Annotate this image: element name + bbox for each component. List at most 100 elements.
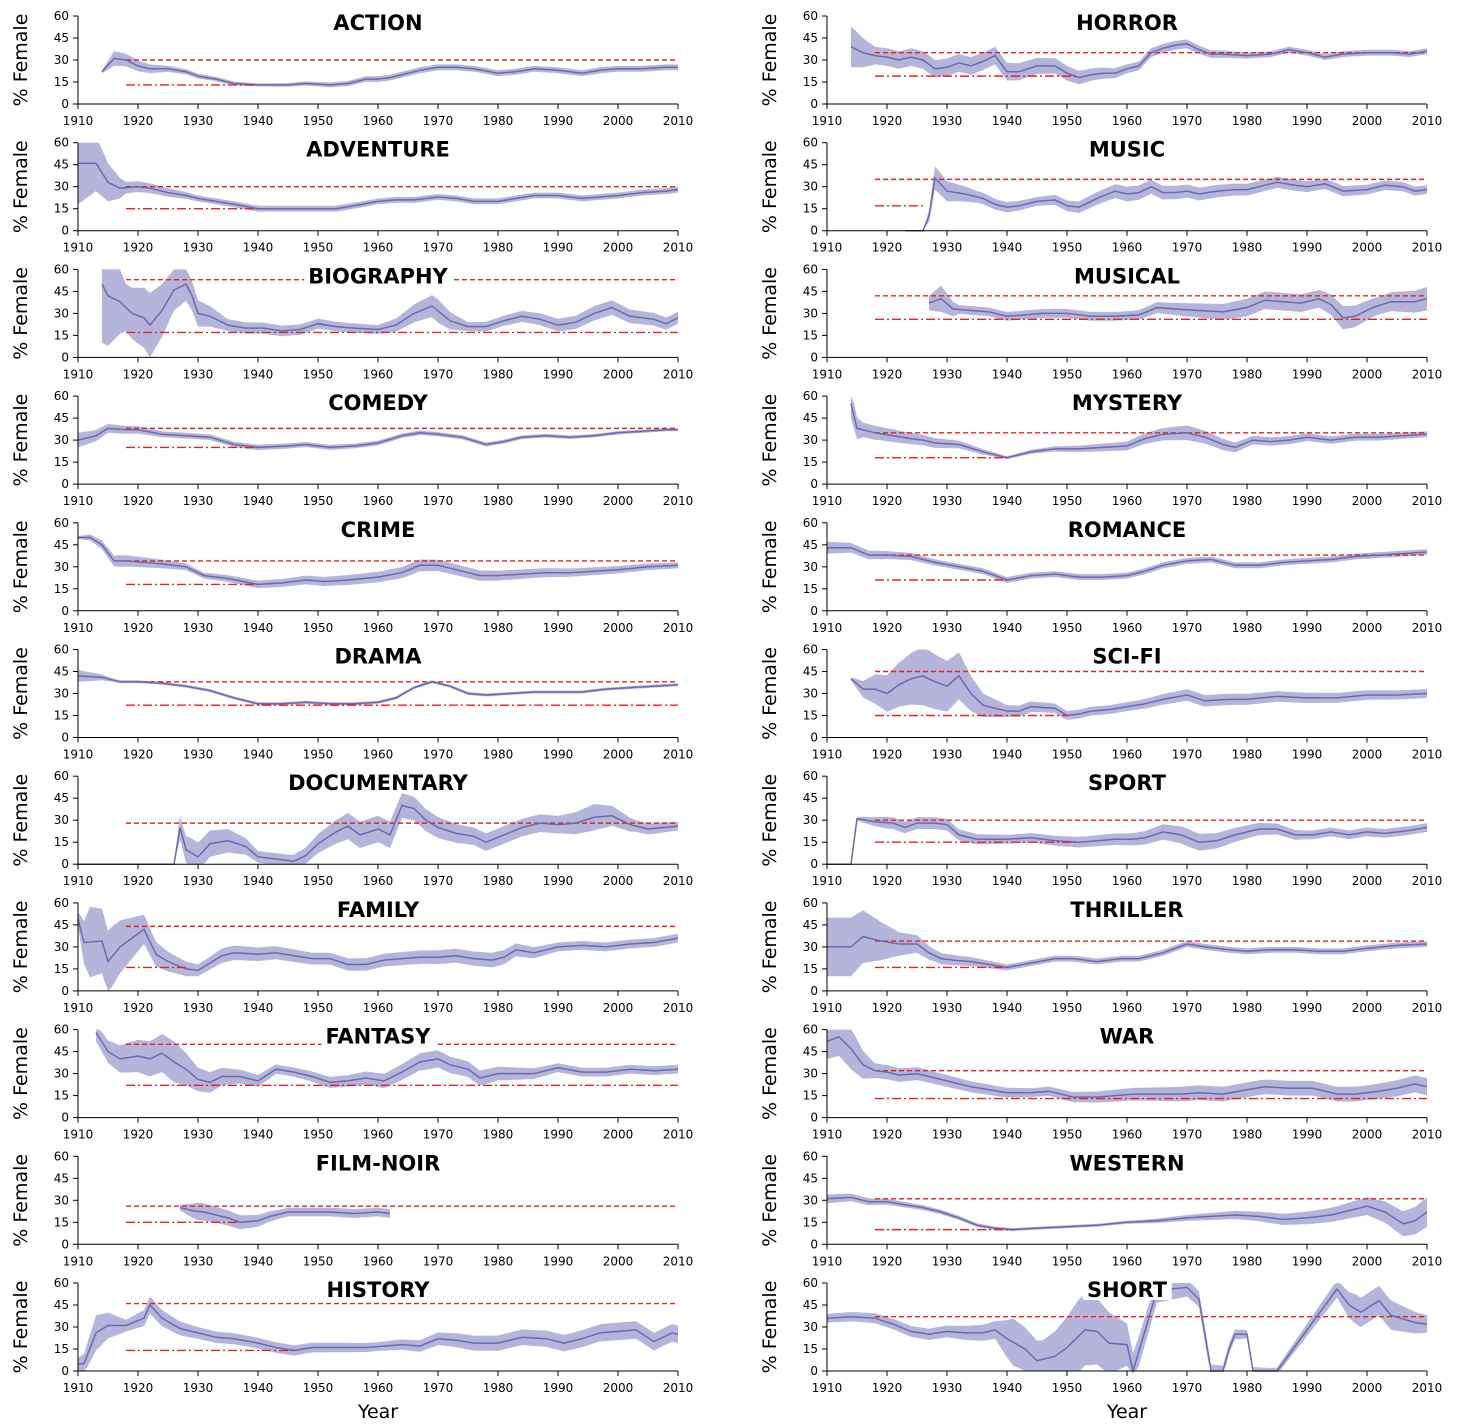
x-tick-label: 1970	[423, 241, 454, 255]
x-tick-label: 1970	[1172, 1381, 1203, 1395]
y-tick-label: 45	[54, 31, 69, 45]
x-tick-label: 2000	[603, 1381, 634, 1395]
x-tick-label: 1990	[543, 1254, 574, 1268]
x-tick-label: 1980	[1232, 241, 1263, 255]
y-axis-label: % Female	[10, 647, 32, 740]
x-tick-label: 1970	[1172, 621, 1203, 635]
x-tick-label: 1920	[872, 621, 903, 635]
panel-documentary: 0 15 30 45 60 1910 1920 1930 1940 1950 1960 1970 198…	[10, 769, 693, 888]
x-tick-label: 1940	[992, 1001, 1023, 1015]
y-tick-label: 0	[61, 1364, 69, 1378]
x-tick-label: 1960	[363, 367, 394, 381]
title-background	[1072, 13, 1182, 33]
x-tick-label: 1960	[363, 621, 394, 635]
x-tick-label: 1960	[1112, 241, 1143, 255]
x-tick-label: 1940	[992, 1128, 1023, 1142]
y-tick-label: 15	[54, 202, 69, 216]
title-background	[1084, 139, 1170, 160]
x-tick-label: 1970	[423, 1381, 454, 1395]
title-background	[1065, 1153, 1189, 1174]
x-tick-label: 2010	[663, 621, 694, 635]
x-tick-label: 1930	[183, 367, 214, 381]
x-tick-label: 2010	[1412, 1128, 1443, 1142]
x-tick-label: 2010	[1412, 241, 1443, 255]
x-tick-label: 1930	[183, 874, 214, 888]
x-tick-label: 1920	[872, 494, 903, 508]
y-tick-label: 0	[810, 857, 818, 871]
x-tick-label: 2000	[1352, 621, 1383, 635]
x-tick-label: 1990	[1292, 874, 1323, 888]
y-tick-label: 0	[61, 1237, 69, 1251]
panel-short: 0 15 30 45 60 1910 1920 1930 1940 1950 1960 1970 198…	[759, 1276, 1442, 1395]
y-tick-label: 45	[54, 791, 69, 805]
x-tick-label: 2000	[1352, 1254, 1383, 1268]
panel-title: ACTION	[333, 11, 422, 35]
mean-series-line	[77, 427, 678, 449]
mean-series-line	[101, 283, 679, 332]
y-tick-label: 45	[803, 284, 818, 298]
x-tick-label: 2000	[603, 874, 634, 888]
x-tick-label: 1940	[992, 748, 1023, 762]
y-tick-label: 60	[803, 9, 818, 23]
y-tick-label: 15	[803, 75, 818, 89]
confidence-band	[78, 142, 678, 212]
x-tick-label: 1980	[1232, 494, 1263, 508]
x-tick-label: 1990	[1292, 114, 1323, 128]
x-tick-label: 1970	[423, 621, 454, 635]
x-tick-label: 1990	[1292, 621, 1323, 635]
x-tick-label: 1920	[872, 114, 903, 128]
panel-thriller: 0 15 30 45 60 1910 1920 1930 1940 1950 1960 1970 198…	[759, 896, 1442, 1015]
x-tick-label: 1970	[423, 367, 454, 381]
y-tick-label: 45	[803, 538, 818, 552]
x-tick-label: 2010	[663, 874, 694, 888]
y-tick-label: 45	[54, 918, 69, 932]
x-axis-label-right: Year	[1106, 1401, 1147, 1423]
mean-series-line	[928, 297, 1428, 319]
mean-series-line	[95, 1032, 679, 1084]
x-tick-label: 2010	[1412, 494, 1443, 508]
x-tick-label: 1940	[992, 1254, 1023, 1268]
panel-war: 0 15 30 45 60 1910 1920 1930 1940 1950 1960 1970 198…	[759, 1023, 1442, 1142]
confidence-band	[905, 166, 1427, 231]
x-tick-label: 1960	[363, 494, 394, 508]
confidence-band	[78, 670, 678, 706]
confidence-band	[851, 649, 1427, 720]
x-tick-label: 1930	[183, 621, 214, 635]
x-tick-label: 1930	[932, 494, 963, 508]
x-tick-label: 1980	[1232, 1254, 1263, 1268]
y-tick-label: 15	[54, 1342, 69, 1356]
panel-sport: 0 15 30 45 60 1910 1920 1930 1940 1950 1960 1970 198…	[759, 769, 1442, 888]
panel-title: DRAMA	[334, 645, 422, 669]
mean-series-line	[78, 804, 679, 865]
y-axis-label: % Female	[759, 774, 781, 867]
x-tick-label: 1910	[63, 1381, 94, 1395]
x-tick-label: 2010	[1412, 1254, 1443, 1268]
x-tick-label: 1950	[1052, 1254, 1083, 1268]
x-tick-label: 1970	[423, 114, 454, 128]
x-tick-label: 1940	[992, 874, 1023, 888]
x-tick-label: 1910	[812, 621, 843, 635]
x-tick-label: 1960	[363, 1254, 394, 1268]
title-background	[1066, 899, 1188, 920]
x-tick-label: 1980	[483, 621, 514, 635]
y-tick-label: 45	[803, 1171, 818, 1185]
x-tick-label: 1980	[1232, 874, 1263, 888]
y-tick-label: 60	[54, 9, 69, 23]
x-tick-label: 1940	[243, 1381, 274, 1395]
mean-series-line	[101, 57, 678, 86]
x-tick-label: 1930	[183, 748, 214, 762]
x-tick-label: 1920	[872, 1381, 903, 1395]
mean-series-line	[827, 935, 1428, 969]
y-tick-label: 15	[54, 835, 69, 849]
x-tick-label: 1990	[543, 1381, 574, 1395]
x-tick-label: 1910	[63, 748, 94, 762]
panel-family: 0 15 30 45 60 1910 1920 1930 1940 1950 1960 1970 198…	[10, 896, 693, 1015]
y-tick-label: 0	[810, 1364, 818, 1378]
x-tick-label: 1980	[483, 748, 514, 762]
y-tick-label: 45	[803, 411, 818, 425]
y-tick-label: 60	[803, 643, 818, 657]
mean-series-line	[78, 162, 679, 210]
y-tick-label: 30	[54, 1193, 69, 1207]
x-tick-label: 1960	[363, 241, 394, 255]
x-tick-label: 1980	[1232, 1381, 1263, 1395]
